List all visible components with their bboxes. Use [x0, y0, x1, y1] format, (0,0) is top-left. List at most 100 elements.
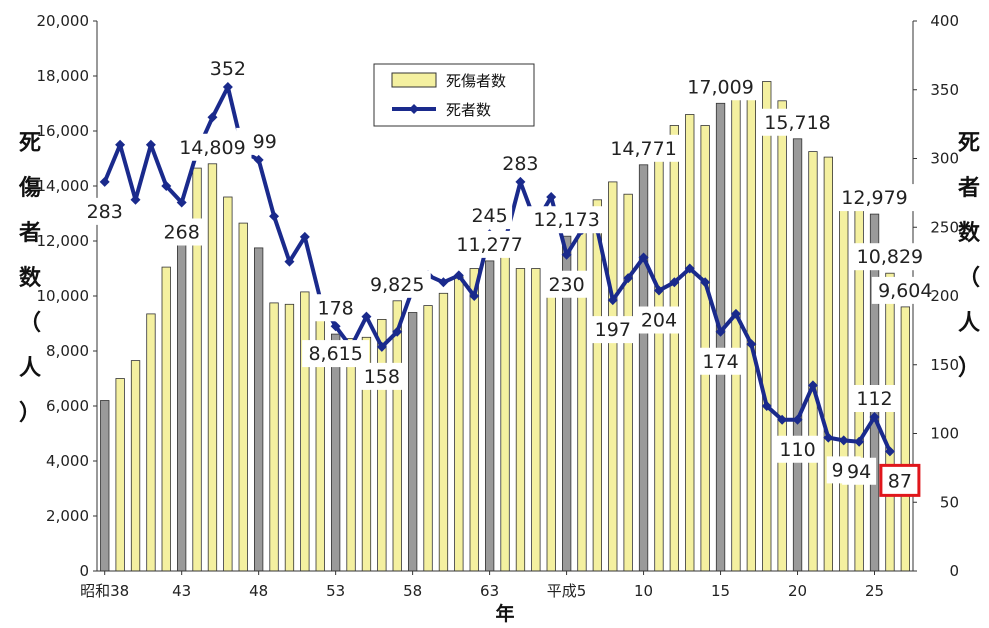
right-tick-label: 300 — [930, 150, 959, 168]
line-point — [684, 263, 695, 274]
x-axis-title: 年 — [495, 602, 514, 625]
right-axis-title-char: 者 — [957, 176, 980, 201]
x-tick-label: 昭和38 — [80, 582, 129, 600]
bar — [731, 78, 741, 572]
bar — [377, 318, 387, 572]
line-point — [361, 311, 372, 322]
x-tick-label: 10 — [634, 582, 653, 600]
data-label: 283 — [87, 201, 123, 223]
data-label: 94 — [847, 461, 871, 483]
line-point — [777, 414, 788, 425]
bar — [238, 222, 248, 572]
bar — [223, 196, 233, 572]
line-point — [253, 154, 264, 165]
data-label-bg — [604, 134, 683, 162]
data-label-bg — [544, 270, 590, 298]
bar — [392, 300, 402, 572]
right-axis-title-char: 数 — [958, 220, 981, 246]
data-label-bg — [775, 435, 821, 463]
right-axis-title-char: 人 — [958, 311, 980, 336]
bar — [469, 268, 479, 572]
x-tick-label: 58 — [403, 582, 422, 600]
bar — [269, 302, 279, 572]
bar — [300, 291, 310, 572]
data-label-bg — [363, 270, 431, 298]
data-label-bg — [636, 306, 682, 334]
line-point — [792, 414, 803, 425]
x-tick-label: 63 — [480, 582, 499, 600]
line-point — [376, 341, 387, 352]
left-axis-title-char: ） — [19, 401, 41, 426]
line-point — [623, 273, 634, 284]
data-label-bg — [527, 206, 606, 234]
line-point — [145, 139, 156, 150]
data-label: 12,173 — [533, 209, 599, 231]
right-tick-label: 250 — [930, 218, 959, 236]
data-label: 158 — [364, 366, 400, 388]
line-point — [561, 249, 572, 260]
x-tick-label: 15 — [711, 582, 730, 600]
right-tick-label: 350 — [930, 81, 959, 99]
data-label-bg — [758, 108, 837, 136]
highlight-box — [879, 463, 921, 497]
line-point — [130, 194, 141, 205]
bar — [115, 378, 125, 572]
data-label: 268 — [164, 222, 200, 244]
x-tick-label: 25 — [865, 582, 884, 600]
right-tick-label: 400 — [930, 12, 959, 30]
data-label-bg — [159, 218, 205, 246]
left-tick-label: 6,000 — [46, 397, 89, 415]
line-point — [515, 176, 526, 187]
bar — [638, 164, 649, 572]
data-label-bg — [681, 73, 760, 101]
bar — [253, 247, 264, 572]
left-axis-title-char: 者 — [18, 221, 41, 246]
data-label-bg — [359, 362, 405, 390]
left-axis-title-char: 人 — [19, 356, 41, 381]
line-point — [222, 82, 233, 92]
x-tick-label: 平成5 — [547, 582, 587, 600]
bar — [146, 313, 156, 572]
bar — [654, 159, 664, 572]
bar — [130, 360, 141, 572]
right-tick-label: 100 — [930, 425, 959, 443]
data-label: 87 — [888, 470, 912, 492]
data-label-bg — [842, 457, 877, 485]
data-label-bg — [871, 276, 939, 304]
legend-casualties-label: 死傷者数 — [446, 72, 506, 90]
bar — [823, 156, 833, 572]
left-axis-title-char: 傷 — [18, 175, 41, 201]
bar — [207, 163, 218, 572]
left-tick-label: 20,000 — [37, 12, 90, 30]
bar — [900, 306, 910, 572]
data-label: 12,979 — [841, 187, 907, 209]
line-point — [638, 252, 649, 263]
tick-labels: 0 2,000 4,000 6,000 8,000 10,000 12,000 14,000 1… — [37, 12, 960, 600]
data-label-bg — [467, 202, 513, 230]
data-label: 14,771 — [610, 138, 676, 160]
left-tick-label: 12,000 — [37, 232, 90, 250]
legend-bar-swatch — [391, 72, 437, 88]
data-label: 178 — [318, 297, 354, 319]
data-label-bg — [205, 55, 251, 82]
line-point — [469, 291, 480, 301]
data-label-bg — [850, 243, 929, 271]
line-point — [761, 401, 772, 411]
x-tick-label: 20 — [788, 582, 807, 600]
data-label: 11,277 — [456, 234, 522, 256]
bar — [407, 312, 418, 572]
x-tick-label: 53 — [326, 582, 345, 600]
left-axis-title-char: （ — [19, 311, 41, 336]
legend-deaths-label: 死者数 — [446, 101, 491, 119]
right-axis-title-char: ） — [958, 356, 980, 381]
bar — [746, 74, 756, 572]
data-label-bg — [497, 149, 543, 177]
line-point — [392, 326, 403, 337]
legend-line-marker — [409, 104, 419, 114]
right-axis-title-char: 死 — [958, 131, 980, 156]
line-point — [884, 446, 895, 457]
data-label: 9,825 — [370, 274, 424, 296]
line-point — [207, 112, 218, 123]
